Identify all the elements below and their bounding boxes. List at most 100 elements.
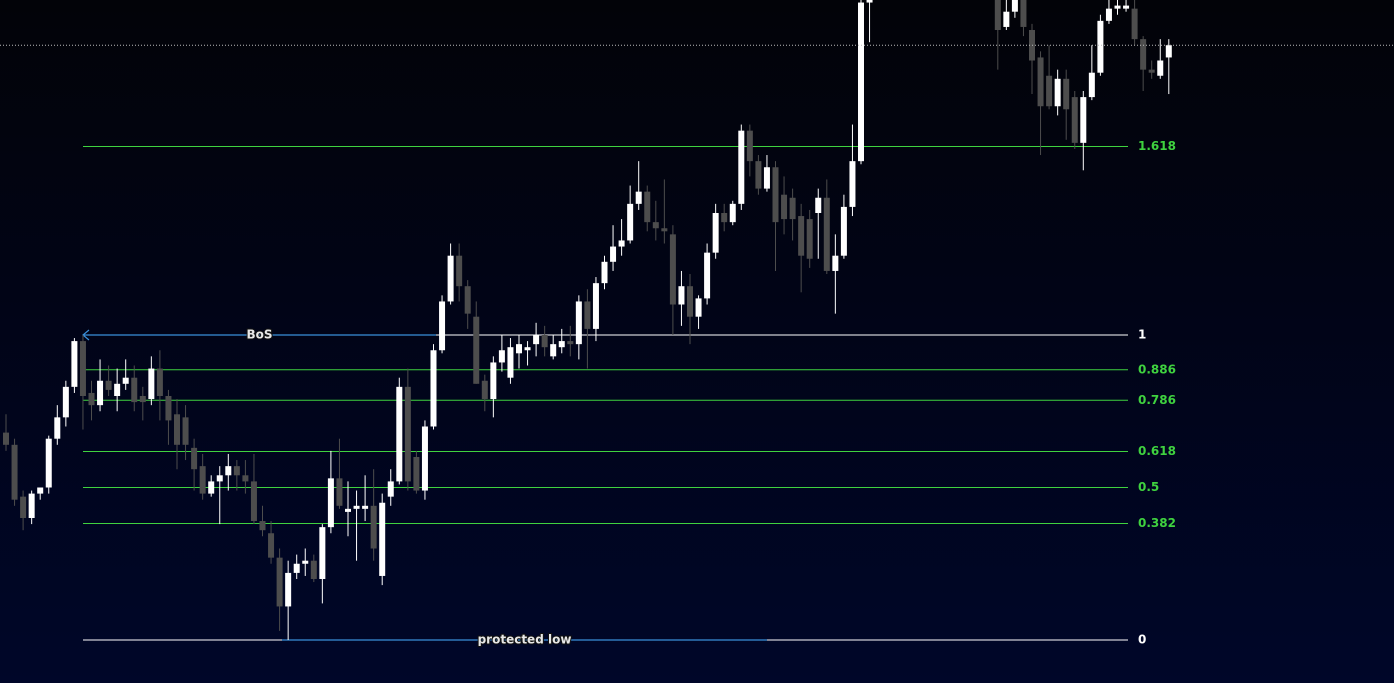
- candle-body: [823, 197, 830, 271]
- candle-body: [327, 478, 334, 528]
- candle-body: [1063, 78, 1070, 110]
- candle-body: [1037, 57, 1044, 107]
- candle-body: [379, 502, 386, 576]
- candle-body: [644, 191, 651, 223]
- candle-body: [669, 234, 676, 305]
- candle-body: [319, 527, 326, 579]
- candle-body: [122, 377, 129, 384]
- candle-body: [302, 560, 309, 564]
- candle-body: [704, 252, 711, 299]
- candle-body: [575, 301, 582, 345]
- candle-body: [464, 286, 471, 314]
- candle-body: [105, 380, 112, 390]
- candle-body: [498, 350, 505, 363]
- candle-body: [20, 496, 27, 518]
- candle-body: [558, 341, 565, 348]
- candle-body: [250, 481, 257, 522]
- candle-body: [1123, 5, 1130, 9]
- candle-body: [550, 344, 557, 357]
- candle-body: [216, 475, 223, 482]
- candle-body: [567, 341, 574, 345]
- fib-level-label: 0.5: [1138, 480, 1159, 494]
- candle-body: [1105, 8, 1112, 21]
- candle-body: [353, 505, 360, 509]
- candle-body: [721, 213, 728, 223]
- candle-body: [225, 466, 232, 476]
- candle-body: [1020, 0, 1027, 27]
- candle-body: [336, 478, 343, 506]
- annotation-label: BoS: [246, 328, 272, 342]
- fib-level-label: 1: [1138, 328, 1146, 342]
- candle-body: [849, 161, 856, 207]
- candle-body: [345, 508, 351, 512]
- candle-body: [310, 560, 317, 579]
- candle-body: [62, 386, 69, 418]
- candle-body: [1165, 45, 1172, 58]
- candle-body: [866, 0, 873, 3]
- candle-body: [618, 240, 625, 247]
- candle-body: [687, 286, 693, 317]
- candle-body: [199, 466, 206, 494]
- candle-body: [11, 444, 18, 500]
- candle-body: [1088, 72, 1095, 98]
- candle-body: [396, 386, 403, 482]
- candle-body: [208, 481, 215, 494]
- candle-body: [1003, 11, 1010, 27]
- candle-body: [592, 283, 599, 329]
- candle-body: [772, 167, 779, 223]
- candle-body: [362, 505, 369, 509]
- candle-body: [601, 261, 608, 284]
- fib-level-label: 1.618: [1138, 139, 1176, 153]
- candle-body: [139, 396, 146, 403]
- candle-body: [88, 392, 95, 406]
- candle-body: [1114, 5, 1121, 9]
- candle-body: [755, 161, 762, 189]
- candle-body: [1046, 75, 1053, 107]
- candle-body: [678, 286, 685, 305]
- candle-body: [285, 572, 292, 607]
- candle-body: [695, 298, 702, 317]
- fib-level-label: 0.786: [1138, 393, 1176, 407]
- candle-body: [3, 432, 9, 445]
- candle-body: [473, 316, 480, 384]
- candle-body: [447, 255, 454, 302]
- candle-body: [533, 335, 540, 345]
- candle-body: [763, 167, 770, 189]
- candle-body: [832, 255, 839, 271]
- candle-body: [1080, 97, 1087, 143]
- candle-body: [276, 557, 283, 607]
- candle-body: [1011, 0, 1018, 12]
- candle-body: [148, 368, 155, 400]
- candle-body: [490, 362, 497, 400]
- candle-body: [1131, 8, 1138, 40]
- candle-body: [268, 533, 275, 558]
- candle-body: [37, 487, 44, 494]
- fib-level-label: 0.618: [1138, 444, 1176, 458]
- candle-body: [45, 438, 52, 488]
- fib-level-label: 0.382: [1138, 516, 1176, 530]
- candle-body: [858, 2, 864, 162]
- candle-body: [781, 194, 788, 220]
- candle-body: [789, 197, 796, 220]
- candle-body: [54, 417, 61, 439]
- candle-body: [1148, 69, 1155, 73]
- candle-body: [404, 386, 411, 482]
- candle-body: [1054, 78, 1061, 107]
- candle-body: [1157, 60, 1164, 76]
- candle-body: [293, 563, 300, 573]
- candle-body: [516, 344, 522, 354]
- candle-body: [413, 457, 420, 491]
- candle-body: [370, 505, 377, 549]
- candle-body: [729, 203, 736, 223]
- candle-body: [994, 0, 1001, 30]
- candle-body: [738, 130, 745, 204]
- candle-body: [28, 493, 35, 518]
- candle-body: [627, 203, 634, 241]
- fib-level-label: 0.886: [1138, 362, 1176, 376]
- candle-body: [421, 426, 428, 491]
- annotation-label: protected low: [478, 633, 572, 647]
- candle-body: [131, 377, 138, 403]
- candle-body: [481, 380, 488, 400]
- candle-body: [661, 228, 668, 232]
